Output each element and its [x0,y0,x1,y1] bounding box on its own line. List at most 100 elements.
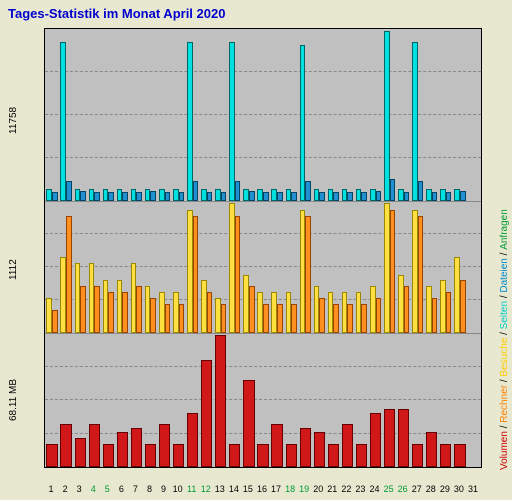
anfragen-bar [229,42,235,201]
x-tick-label: 16 [257,484,267,494]
volumen-bar [75,438,86,467]
dateien-bar [432,192,438,201]
x-tick-label: 19 [299,484,309,494]
rechner-bar [305,216,311,333]
dateien-bar [94,192,100,201]
dateien-bar [446,192,452,201]
volumen-bar [356,444,367,467]
rechner-bar [165,304,171,333]
x-tick-label: 29 [440,484,450,494]
rechner-bar [277,304,283,333]
volumen-bar [159,424,170,467]
x-tick-label: 21 [327,484,337,494]
x-tick-label: 13 [215,484,225,494]
rechner-bar [446,292,452,333]
panel-bot [45,333,481,467]
rechner-bar [347,304,353,333]
rechner-bar [333,304,339,333]
rechner-bar [376,298,382,333]
dateien-bar [108,192,114,201]
rechner-bar [193,216,199,333]
legend-item: Rechner [499,385,510,423]
volumen-bar [60,424,71,467]
legend-separator: / [499,293,510,301]
panel-top [45,29,481,201]
rechner-bar [432,298,438,333]
volumen-bar [440,444,451,467]
dateien-bar [277,192,283,201]
volumen-bar [215,335,226,467]
x-tick-label: 25 [384,484,394,494]
dateien-bar [361,192,367,201]
x-tick-label: 3 [77,484,82,494]
panel-mid [45,201,481,333]
volumen-bar [187,413,198,467]
x-tick-label: 8 [147,484,152,494]
rechner-bar [361,304,367,333]
volumen-bar [257,444,268,467]
rechner-bar [66,216,72,333]
rechner-bar [319,298,325,333]
x-tick-label: 26 [398,484,408,494]
volumen-bar [145,444,156,467]
anfragen-bar [187,42,193,201]
rechner-bar [207,292,213,333]
dateien-bar [390,179,396,201]
rechner-bar [221,304,227,333]
legend-separator: / [499,377,510,385]
dateien-bar [333,192,339,201]
dateien-bar [305,181,311,201]
dateien-bar [221,192,227,201]
rechner-bar [80,286,86,333]
dateien-bar [66,181,72,201]
rechner-bar [404,286,410,333]
rechner-bar [418,216,424,333]
x-tick-label: 10 [173,484,183,494]
anfragen-bar [60,42,66,201]
dateien-bar [179,192,185,201]
dateien-bar [122,192,128,201]
dateien-bar [52,192,58,201]
dateien-bar [263,192,269,201]
legend-separator: / [499,423,510,431]
rechner-bar [136,286,142,333]
legend-separator: / [499,250,510,258]
rechner-bar [52,310,58,333]
x-tick-label: 2 [63,484,68,494]
x-tick-label: 5 [105,484,110,494]
x-tick-label: 7 [133,484,138,494]
dateien-bar [165,192,171,201]
volumen-bar [328,444,339,467]
x-tick-label: 31 [468,484,478,494]
rechner-bar [390,210,396,333]
x-tick-label: 17 [271,484,281,494]
volumen-bar [103,444,114,467]
x-tick-label: 6 [119,484,124,494]
legend-item: Anfragen [499,209,510,250]
dateien-bar [207,192,213,201]
volumen-bar [412,444,423,467]
dateien-bar [376,191,382,201]
y-label-top: 11758 [8,40,19,200]
x-tick-label: 20 [313,484,323,494]
volumen-bar [454,444,465,467]
volumen-bar [398,409,409,467]
x-tick-label: 22 [341,484,351,494]
anfragen-bar [300,45,306,201]
y-label-bot: 68.11 MB [8,340,19,460]
volumen-bar [46,444,57,467]
rechner-bar [291,304,297,333]
volumen-bar [314,432,325,467]
dateien-bar [291,192,297,201]
rechner-bar [235,216,241,333]
rechner-bar [263,304,269,333]
legend-item: Volumen [499,431,510,470]
x-tick-label: 23 [355,484,365,494]
x-tick-label: 9 [161,484,166,494]
volumen-bar [384,409,395,467]
legend-separator: / [499,329,510,337]
volumen-bar [271,424,282,467]
x-tick-label: 14 [229,484,239,494]
volumen-bar [286,444,297,467]
legend-item: Dateien [499,258,510,292]
